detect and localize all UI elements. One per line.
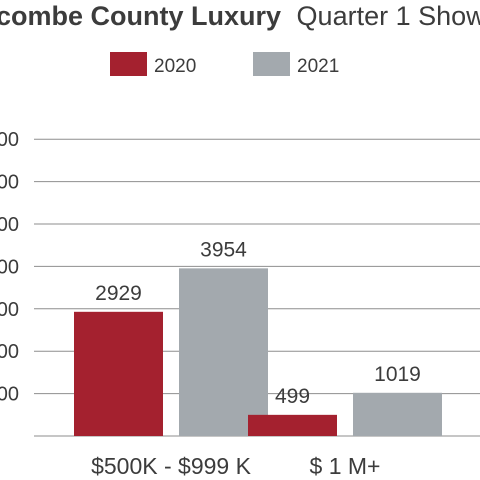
- x-axis-tick-labels: $500K - $999 K $ 1 M+: [91, 453, 380, 479]
- legend-label-2021: 2021: [297, 56, 339, 77]
- chart-title: combe County Luxury Quarter 1 Show: [0, 1, 480, 31]
- y-tick-label: 00: [0, 341, 19, 363]
- y-tick-label: 00: [0, 256, 19, 278]
- legend: 2020 2021: [110, 52, 339, 77]
- x-tick-label: $ 1 M+: [310, 453, 381, 479]
- data-label: 3954: [200, 238, 247, 261]
- y-tick-label: 00: [0, 299, 19, 321]
- y-tick-label: 00: [0, 214, 19, 236]
- data-label: 499: [275, 385, 310, 408]
- bar-2021-1: [179, 268, 268, 436]
- legend-label-2020: 2020: [154, 56, 196, 77]
- bars: [74, 268, 442, 436]
- y-axis-tick-labels: 00 00 00 00 00 00 00: [0, 129, 19, 405]
- legend-swatch-2020: [110, 52, 147, 76]
- bar-2020-1: [74, 311, 163, 436]
- x-tick-label: $500K - $999 K: [91, 453, 252, 479]
- chart-title-bold: combe County Luxury: [0, 1, 281, 31]
- y-tick-label: 00: [0, 172, 19, 194]
- legend-swatch-2021: [253, 52, 290, 76]
- bar-2020-2: [248, 414, 337, 436]
- y-tick-label: 00: [0, 384, 19, 406]
- y-tick-label: 00: [0, 129, 19, 151]
- data-label: 2929: [95, 282, 142, 305]
- data-labels: 2929 3954 499 1019: [95, 238, 421, 407]
- bar-2021-2: [353, 392, 442, 436]
- data-label: 1019: [374, 363, 421, 386]
- chart-title-rest: Quarter 1 Show: [297, 1, 480, 31]
